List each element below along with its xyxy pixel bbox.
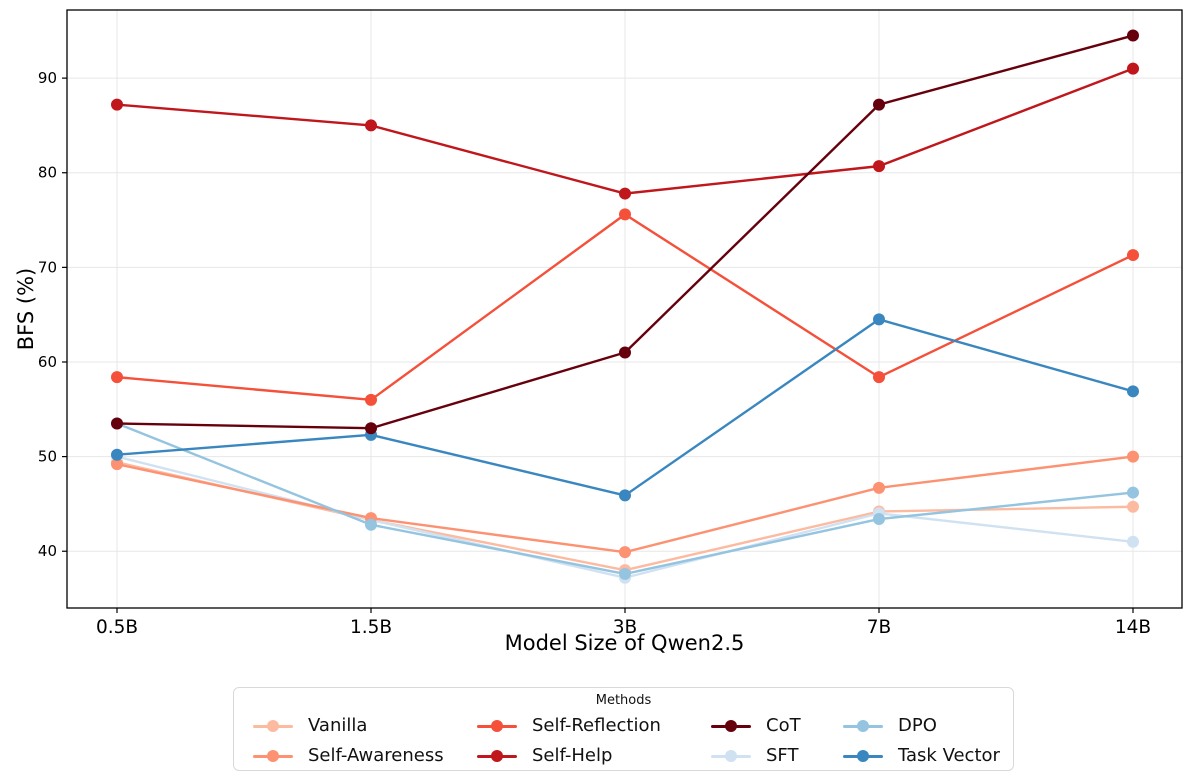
- data-point-self-reflection-3B: [619, 208, 631, 221]
- data-point-cot-1.5B: [365, 422, 377, 435]
- legend-marker-vanilla-icon: [253, 719, 293, 732]
- legend-dot-icon: [857, 749, 869, 762]
- data-point-self-reflection-1.5B: [365, 393, 377, 406]
- legend: Methods Vanilla Self-Awareness Self-Reflec…: [233, 687, 1014, 771]
- data-point-cot-7B: [873, 98, 885, 111]
- legend-marker-self-awareness-icon: [253, 749, 293, 762]
- line-chart: 40 50 60 70 80 90 0.5B 1.5B 3B 7B 14B: [38, 9, 1183, 638]
- y-tick-label: 90: [38, 69, 57, 87]
- legend-label-dpo: DPO: [898, 715, 937, 736]
- data-point-self-help-14B: [1127, 62, 1139, 75]
- data-point-self-reflection-0.5B: [111, 371, 123, 384]
- legend-marker-self-reflection-icon: [477, 719, 517, 732]
- legend-dot-icon: [725, 719, 737, 732]
- data-point-self-awareness-3B: [619, 546, 631, 559]
- legend-column: Self-Reflection Self-Help: [477, 712, 661, 769]
- data-point-cot-14B: [1127, 29, 1139, 42]
- legend-label-self-help: Self-Help: [532, 745, 613, 766]
- legend-dot-icon: [267, 749, 279, 762]
- legend-label-vanilla: Vanilla: [308, 715, 368, 736]
- data-point-self-help-3B: [619, 187, 631, 200]
- y-tick-label: 70: [38, 258, 57, 276]
- legend-item-cot: CoT: [711, 712, 801, 739]
- legend-column: Vanilla Self-Awareness: [253, 712, 444, 769]
- y-tick-label: 80: [38, 164, 57, 182]
- legend-dot-icon: [267, 719, 279, 732]
- legend-item-sft: SFT: [711, 742, 801, 769]
- data-point-dpo-1.5B: [365, 518, 377, 531]
- x-axis-label: Model Size of Qwen2.5: [504, 631, 745, 655]
- legend-item-self-reflection: Self-Reflection: [477, 712, 661, 739]
- data-point-dpo-7B: [873, 513, 885, 526]
- data-point-self-awareness-0.5B: [111, 458, 123, 471]
- data-point-cot-0.5B: [111, 417, 123, 430]
- legend-marker-dpo-icon: [843, 719, 883, 732]
- x-tick-label: 0.5B: [96, 617, 138, 638]
- data-point-vanilla-14B: [1127, 500, 1139, 513]
- legend-marker-task-vector-icon: [843, 749, 883, 762]
- data-point-self-reflection-14B: [1127, 249, 1139, 262]
- legend-label-sft: SFT: [766, 745, 799, 766]
- legend-label-task-vector: Task Vector: [898, 745, 1000, 766]
- data-point-self-help-1.5B: [365, 119, 377, 132]
- data-point-task-vector-0.5B: [111, 448, 123, 461]
- legend-marker-cot-icon: [711, 719, 751, 732]
- legend-column: DPO Task Vector: [843, 712, 1000, 769]
- legend-dot-icon: [725, 749, 737, 762]
- y-axis-label: BFS (%): [14, 267, 38, 351]
- data-point-task-vector-3B: [619, 489, 631, 502]
- data-point-sft-14B: [1127, 535, 1139, 548]
- data-point-task-vector-14B: [1127, 385, 1139, 398]
- legend-label-cot: CoT: [766, 715, 801, 736]
- data-point-cot-3B: [619, 346, 631, 359]
- legend-dot-icon: [857, 719, 869, 732]
- legend-label-self-reflection: Self-Reflection: [532, 715, 661, 736]
- legend-column: CoT SFT: [711, 712, 801, 769]
- legend-item-dpo: DPO: [843, 712, 1000, 739]
- y-tick-label: 60: [38, 353, 57, 371]
- legend-item-self-help: Self-Help: [477, 742, 661, 769]
- data-point-self-help-7B: [873, 160, 885, 173]
- x-tick-label: 1.5B: [350, 617, 392, 638]
- x-tick-label: 3B: [613, 617, 637, 638]
- data-point-dpo-3B: [619, 567, 631, 580]
- legend-dot-icon: [491, 719, 503, 732]
- x-tick-label: 7B: [867, 617, 891, 638]
- data-point-dpo-14B: [1127, 486, 1139, 499]
- legend-dot-icon: [491, 749, 503, 762]
- legend-marker-self-help-icon: [477, 749, 517, 762]
- data-point-self-help-0.5B: [111, 98, 123, 111]
- legend-marker-sft-icon: [711, 749, 751, 762]
- data-point-task-vector-7B: [873, 313, 885, 326]
- y-tick-label: 50: [38, 448, 57, 466]
- data-point-self-awareness-7B: [873, 481, 885, 494]
- x-tick-label: 14B: [1115, 617, 1151, 638]
- legend-item-self-awareness: Self-Awareness: [253, 742, 444, 769]
- y-tick-label: 40: [38, 542, 57, 560]
- legend-title: Methods: [595, 693, 652, 708]
- data-point-self-awareness-14B: [1127, 450, 1139, 463]
- legend-label-self-awareness: Self-Awareness: [308, 745, 444, 766]
- legend-item-vanilla: Vanilla: [253, 712, 444, 739]
- data-point-self-reflection-7B: [873, 371, 885, 384]
- legend-item-task-vector: Task Vector: [843, 742, 1000, 769]
